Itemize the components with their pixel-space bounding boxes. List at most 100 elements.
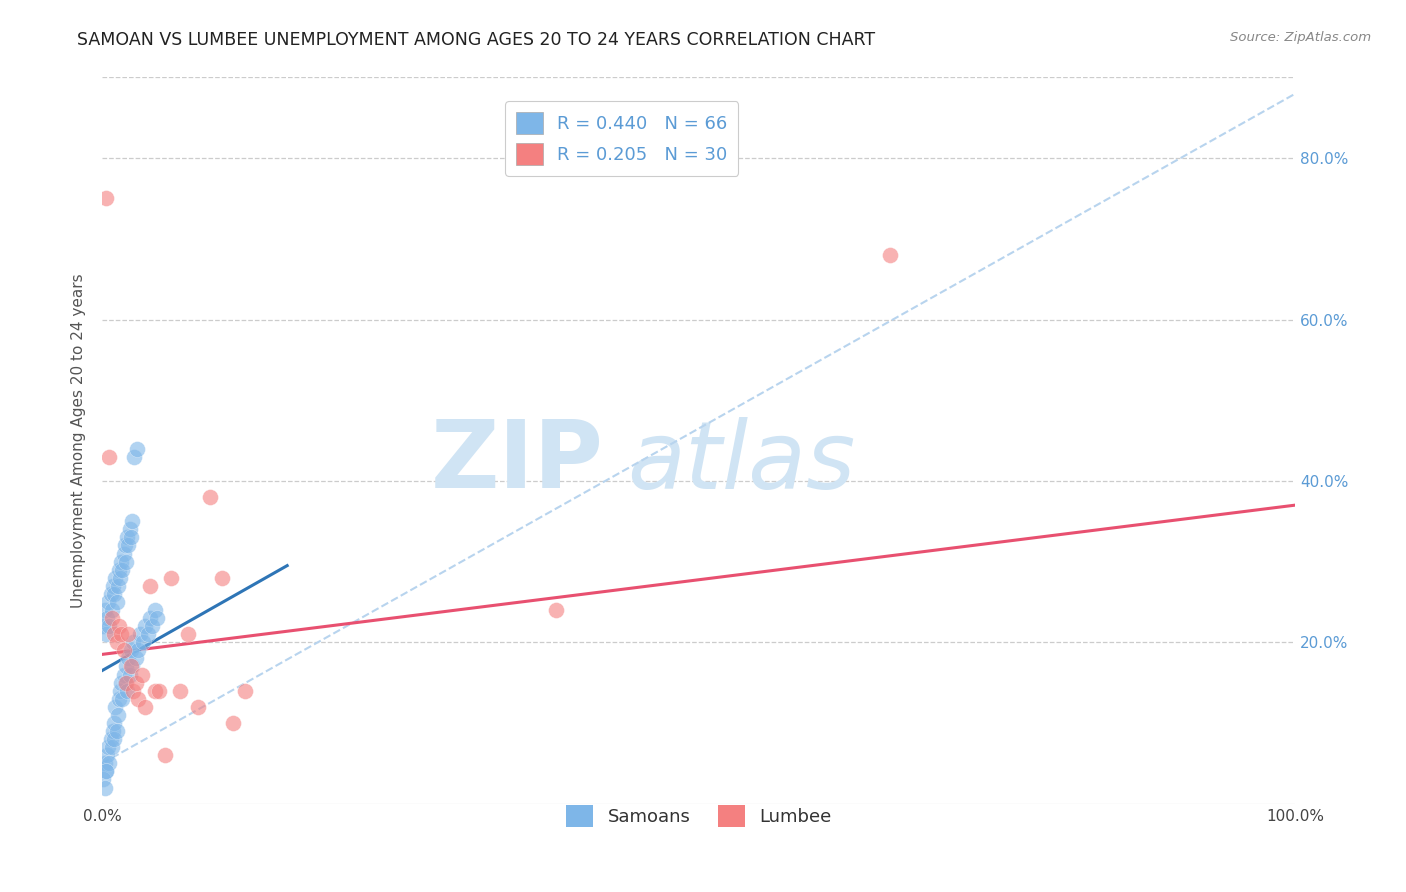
Lumbee bbox=[98, 450, 121, 464]
Lumbee bbox=[112, 643, 135, 657]
Lumbee bbox=[124, 675, 146, 690]
Lumbee bbox=[120, 659, 142, 673]
Lumbee bbox=[108, 619, 131, 633]
Samoans bbox=[124, 450, 146, 464]
Text: atlas: atlas bbox=[627, 417, 855, 508]
Lumbee bbox=[155, 748, 177, 763]
Lumbee bbox=[134, 699, 156, 714]
Samoans bbox=[114, 538, 136, 552]
Samoans bbox=[101, 579, 124, 593]
Lumbee bbox=[222, 715, 245, 730]
Samoans bbox=[141, 619, 163, 633]
Samoans bbox=[110, 675, 132, 690]
Lumbee bbox=[198, 490, 221, 504]
Samoans bbox=[100, 603, 122, 617]
Samoans bbox=[117, 530, 139, 544]
Samoans bbox=[118, 667, 141, 681]
Samoans bbox=[108, 563, 131, 577]
Samoans bbox=[100, 740, 122, 755]
Samoans bbox=[127, 643, 149, 657]
Samoans bbox=[98, 756, 121, 771]
Samoans bbox=[108, 571, 131, 585]
Samoans bbox=[104, 571, 127, 585]
Samoans bbox=[104, 699, 127, 714]
Samoans bbox=[101, 724, 124, 739]
Samoans bbox=[117, 538, 139, 552]
Text: Source: ZipAtlas.com: Source: ZipAtlas.com bbox=[1230, 31, 1371, 45]
Samoans bbox=[132, 635, 155, 649]
Lumbee bbox=[122, 683, 145, 698]
Samoans bbox=[97, 595, 120, 609]
Samoans bbox=[103, 715, 125, 730]
Lumbee bbox=[117, 627, 139, 641]
Lumbee bbox=[105, 635, 128, 649]
Lumbee bbox=[100, 611, 122, 625]
Samoans bbox=[146, 611, 169, 625]
Lumbee bbox=[879, 248, 901, 262]
Samoans bbox=[94, 764, 117, 779]
Samoans bbox=[93, 780, 115, 795]
Samoans bbox=[108, 691, 131, 706]
Lumbee bbox=[160, 571, 183, 585]
Samoans bbox=[129, 627, 152, 641]
Samoans bbox=[96, 611, 118, 625]
Samoans bbox=[93, 619, 115, 633]
Legend: Samoans, Lumbee: Samoans, Lumbee bbox=[560, 798, 839, 835]
Samoans bbox=[105, 724, 128, 739]
Samoans bbox=[96, 748, 118, 763]
Lumbee bbox=[115, 675, 138, 690]
Samoans bbox=[125, 442, 148, 456]
Samoans bbox=[124, 651, 146, 665]
Samoans bbox=[120, 530, 142, 544]
Lumbee bbox=[110, 627, 132, 641]
Samoans bbox=[134, 619, 156, 633]
Samoans bbox=[115, 555, 138, 569]
Samoans bbox=[94, 764, 117, 779]
Samoans bbox=[103, 587, 125, 601]
Lumbee bbox=[131, 667, 153, 681]
Lumbee bbox=[544, 603, 567, 617]
Samoans bbox=[117, 683, 139, 698]
Samoans bbox=[111, 563, 134, 577]
Lumbee bbox=[139, 579, 162, 593]
Lumbee bbox=[103, 627, 125, 641]
Lumbee bbox=[211, 571, 233, 585]
Text: ZIP: ZIP bbox=[430, 417, 603, 508]
Samoans bbox=[121, 659, 143, 673]
Samoans bbox=[93, 772, 115, 787]
Samoans bbox=[120, 643, 142, 657]
Lumbee bbox=[235, 683, 257, 698]
Samoans bbox=[110, 555, 132, 569]
Samoans bbox=[107, 707, 129, 722]
Samoans bbox=[114, 675, 136, 690]
Samoans bbox=[100, 587, 122, 601]
Lumbee bbox=[127, 691, 149, 706]
Samoans bbox=[112, 667, 135, 681]
Samoans bbox=[136, 627, 159, 641]
Samoans bbox=[118, 522, 141, 536]
Lumbee bbox=[148, 683, 170, 698]
Samoans bbox=[94, 627, 117, 641]
Samoans bbox=[93, 756, 115, 771]
Samoans bbox=[122, 635, 145, 649]
Text: SAMOAN VS LUMBEE UNEMPLOYMENT AMONG AGES 20 TO 24 YEARS CORRELATION CHART: SAMOAN VS LUMBEE UNEMPLOYMENT AMONG AGES… bbox=[77, 31, 876, 49]
Y-axis label: Unemployment Among Ages 20 to 24 years: Unemployment Among Ages 20 to 24 years bbox=[72, 273, 86, 607]
Samoans bbox=[143, 603, 166, 617]
Samoans bbox=[105, 595, 128, 609]
Samoans bbox=[107, 579, 129, 593]
Samoans bbox=[139, 611, 162, 625]
Samoans bbox=[115, 659, 138, 673]
Lumbee bbox=[177, 627, 200, 641]
Samoans bbox=[111, 691, 134, 706]
Samoans bbox=[103, 732, 125, 747]
Lumbee bbox=[94, 192, 117, 206]
Samoans bbox=[117, 651, 139, 665]
Lumbee bbox=[143, 683, 166, 698]
Samoans bbox=[98, 619, 121, 633]
Samoans bbox=[93, 603, 115, 617]
Samoans bbox=[97, 740, 120, 755]
Samoans bbox=[121, 514, 143, 528]
Lumbee bbox=[169, 683, 191, 698]
Samoans bbox=[108, 683, 131, 698]
Samoans bbox=[112, 547, 135, 561]
